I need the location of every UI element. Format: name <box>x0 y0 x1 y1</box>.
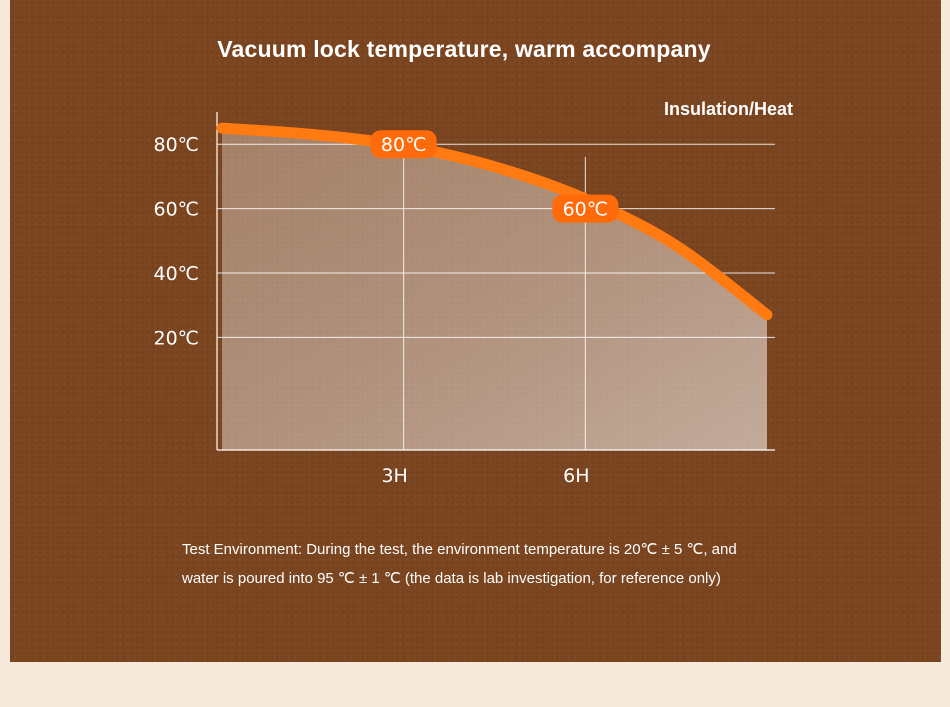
series-line <box>216 122 773 321</box>
tick-layer: 80℃ 60℃ 40℃ 20℃ 3H 6H <box>153 134 589 487</box>
value-label: 80℃ <box>370 130 437 159</box>
value-label-text: 60℃ <box>563 199 609 221</box>
x-tick-label: 6H <box>563 465 589 487</box>
y-tick-label: 20℃ <box>153 327 199 349</box>
footnote-line-1: Test Environment: During the test, the e… <box>182 541 737 558</box>
y-tick-label: 60℃ <box>153 199 199 221</box>
y-tick-label: 40℃ <box>153 263 199 285</box>
annotation-layer: 80℃ 60℃ <box>370 130 619 223</box>
x-tick-label: 3H <box>381 465 407 487</box>
footnote-line-2: water is poured into 95 ℃ ± 1 ℃ (the dat… <box>182 570 721 587</box>
value-label-text: 80℃ <box>381 134 427 156</box>
area-fill <box>222 128 767 450</box>
chart-title: Vacuum lock temperature, warm accompany <box>217 36 711 62</box>
axis-layer <box>216 112 775 451</box>
value-label: 60℃ <box>552 194 619 223</box>
legend-label: Insulation/Heat <box>664 99 794 119</box>
y-tick-label: 80℃ <box>153 134 199 156</box>
value-label-bg <box>370 130 437 159</box>
value-label-bg <box>552 194 619 223</box>
